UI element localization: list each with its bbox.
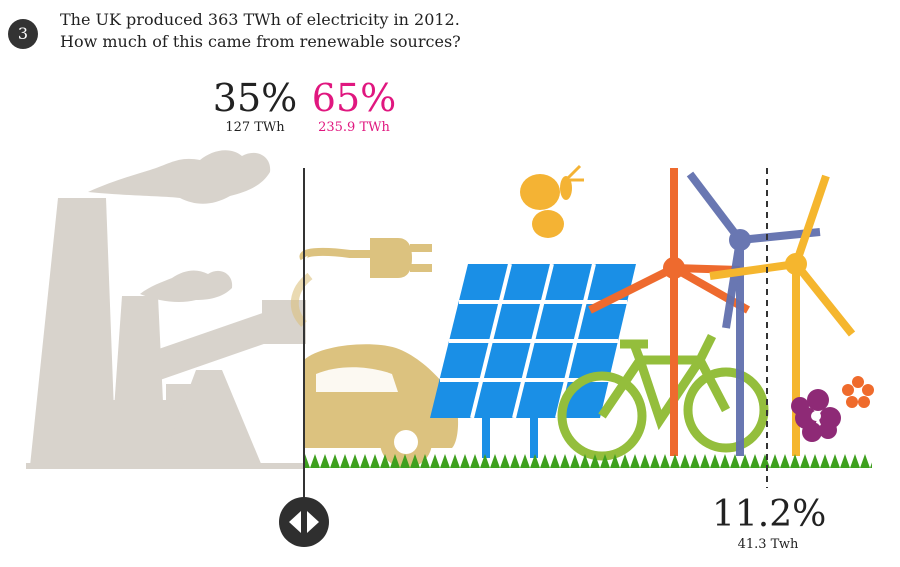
smoke-clouds-icon: [88, 150, 271, 302]
left-right-arrows-icon: [289, 511, 319, 533]
actual-renewable-share: 11.2% 41.3 Twh: [712, 494, 827, 553]
plug-icon: [370, 238, 432, 278]
renewable-guess-amount: 235.9 TWh: [318, 120, 390, 135]
non-renewable-percent: 35%: [212, 76, 298, 120]
step-number-badge: 3: [8, 19, 38, 49]
question-line-1: The UK produced 363 TWh of electricity i…: [60, 10, 460, 29]
flower-purple-icon: [791, 389, 841, 442]
grass-strip: [304, 452, 872, 468]
actual-renewable-percent: 11.2%: [712, 494, 827, 535]
renewable-guess-share: 65% 235.9 TWh: [308, 78, 400, 136]
question-line-2: How much of this came from renewable sou…: [60, 32, 461, 51]
non-renewable-share: 35% 127 TWh: [210, 78, 300, 136]
wind-turbine-yellow-icon: [709, 174, 856, 456]
actual-renewable-amount: 41.3 Twh: [737, 537, 799, 552]
guess-slider-handle[interactable]: [279, 497, 329, 547]
solar-panel-icon: [430, 263, 636, 458]
flower-orange-icon: [842, 376, 874, 408]
electric-car-icon: [291, 247, 459, 468]
non-renewable-amount: 127 TWh: [225, 120, 285, 135]
oil-pump-icon: [150, 300, 306, 466]
butterfly-icon: [520, 164, 584, 238]
wind-turbine-navy-icon: [686, 171, 821, 456]
renewable-guess-percent: 65%: [311, 76, 397, 120]
question-text: The UK produced 363 TWh of electricity i…: [60, 9, 461, 53]
